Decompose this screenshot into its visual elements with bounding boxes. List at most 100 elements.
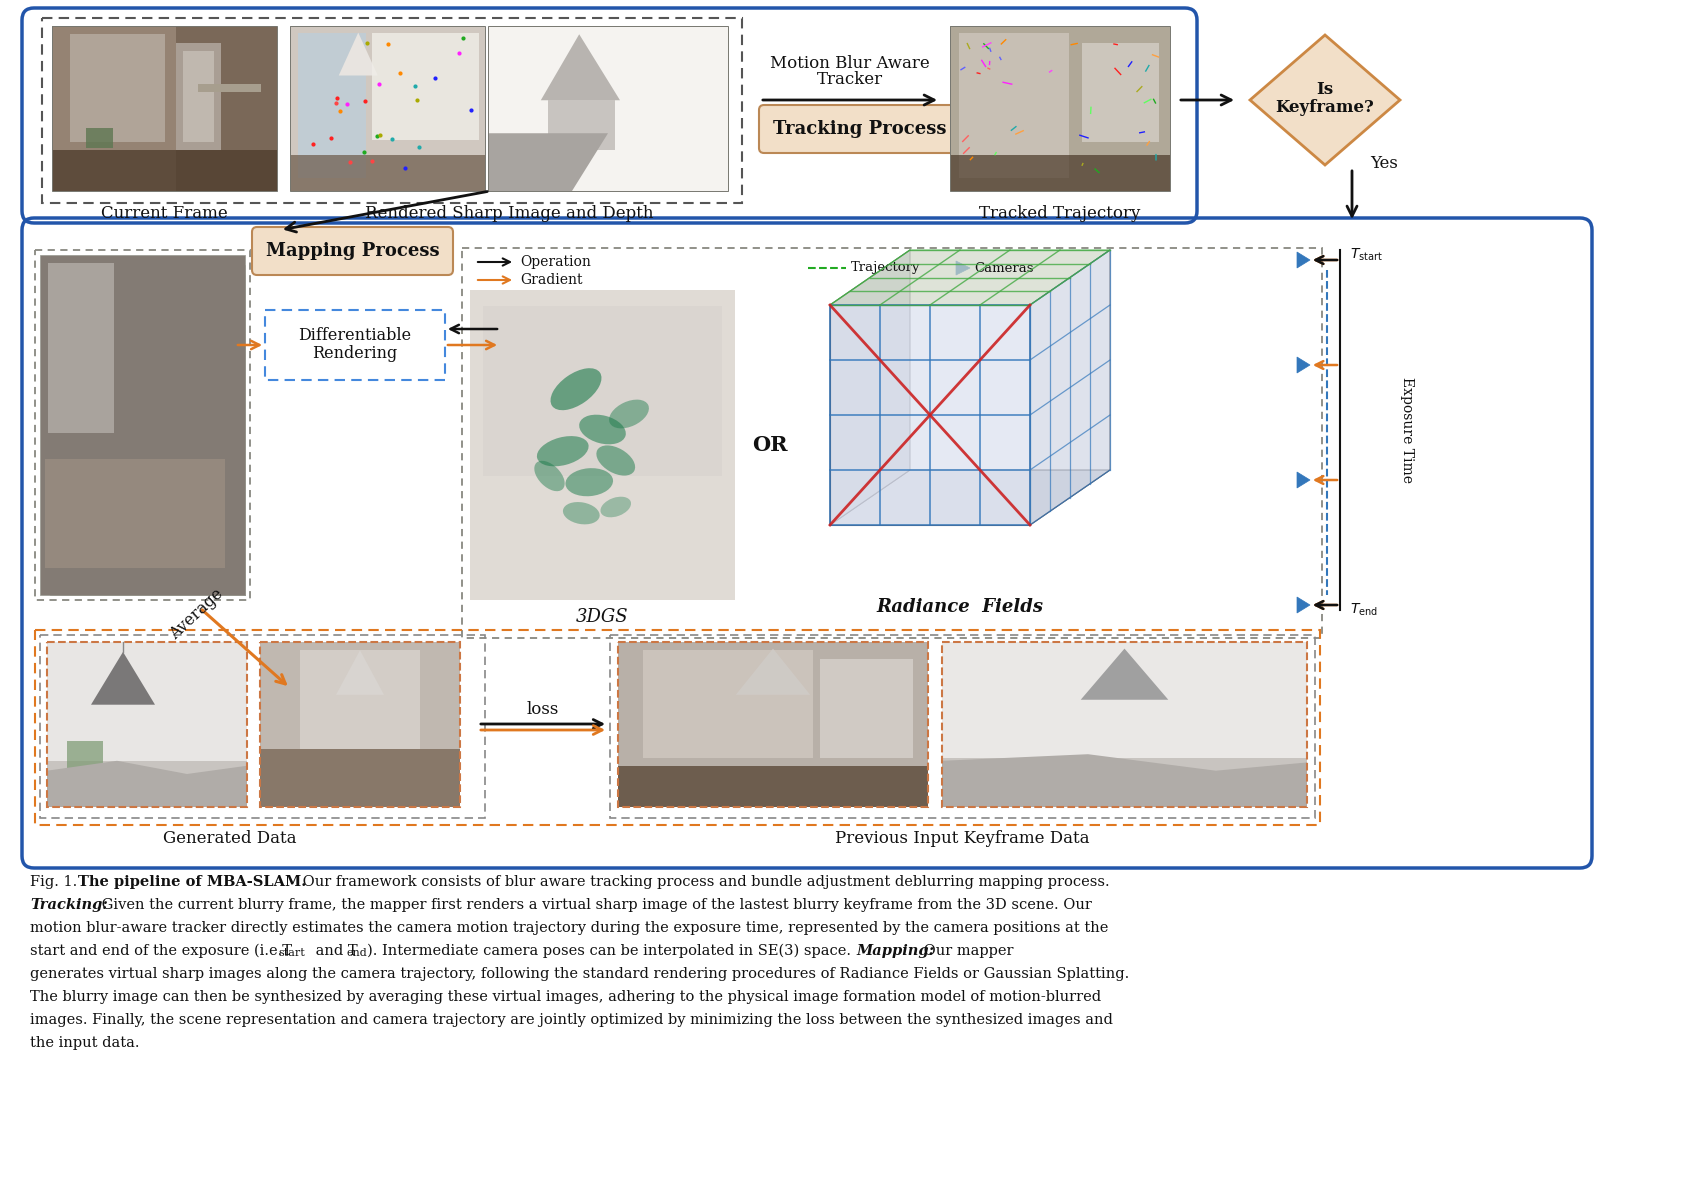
- Polygon shape: [1298, 358, 1310, 373]
- Bar: [52, 26, 277, 191]
- Bar: [36, 630, 1320, 824]
- Text: Rendering: Rendering: [313, 346, 398, 362]
- Text: Yes: Yes: [1371, 154, 1398, 172]
- Polygon shape: [942, 754, 1306, 807]
- Bar: [183, 51, 213, 141]
- Bar: [470, 290, 734, 600]
- Text: Tracking Process: Tracking Process: [773, 120, 946, 138]
- Polygon shape: [831, 470, 1110, 525]
- Text: Average: Average: [168, 586, 227, 643]
- Polygon shape: [1298, 598, 1310, 613]
- Bar: [52, 150, 277, 191]
- Bar: [198, 83, 261, 91]
- Polygon shape: [1250, 34, 1399, 165]
- Polygon shape: [338, 32, 377, 76]
- Bar: [86, 128, 113, 148]
- Ellipse shape: [550, 368, 601, 410]
- Bar: [59, 274, 245, 595]
- Bar: [78, 293, 134, 448]
- Text: Tracking:: Tracking:: [30, 898, 108, 912]
- Bar: [36, 249, 250, 600]
- Ellipse shape: [535, 461, 565, 491]
- Text: Tracker: Tracker: [817, 71, 883, 88]
- Polygon shape: [541, 34, 619, 100]
- Bar: [42, 18, 743, 203]
- Ellipse shape: [563, 503, 599, 524]
- Text: and T: and T: [311, 944, 357, 958]
- Text: $T_\mathrm{end}$: $T_\mathrm{end}$: [1350, 602, 1377, 618]
- Bar: [58, 273, 120, 438]
- Text: $T_\mathrm{start}$: $T_\mathrm{start}$: [1350, 247, 1382, 264]
- Polygon shape: [736, 649, 810, 695]
- Text: the input data.: the input data.: [30, 1036, 139, 1050]
- Text: Generated Data: Generated Data: [162, 830, 296, 847]
- Bar: [52, 26, 277, 191]
- Bar: [372, 32, 479, 140]
- Polygon shape: [337, 650, 384, 695]
- Text: OR: OR: [753, 435, 788, 455]
- Text: 3DGS: 3DGS: [577, 608, 629, 626]
- Bar: [47, 642, 247, 807]
- Bar: [949, 26, 1169, 191]
- Ellipse shape: [596, 446, 634, 475]
- Text: images. Finally, the scene representation and camera trajectory are jointly opti: images. Finally, the scene representatio…: [30, 1013, 1113, 1026]
- Polygon shape: [91, 652, 156, 704]
- Text: Previous Input Keyframe Data: Previous Input Keyframe Data: [836, 830, 1090, 847]
- Bar: [176, 43, 220, 150]
- Text: Current Frame: Current Frame: [102, 206, 228, 222]
- Text: loss: loss: [526, 701, 558, 718]
- Text: Gradient: Gradient: [519, 273, 582, 287]
- Bar: [959, 32, 1069, 178]
- Text: generates virtual sharp images along the camera trajectory, following the standa: generates virtual sharp images along the…: [30, 967, 1129, 981]
- Bar: [942, 642, 1306, 807]
- Polygon shape: [1081, 649, 1167, 700]
- Text: Our mapper: Our mapper: [919, 944, 1014, 958]
- Text: Is: Is: [1316, 82, 1333, 99]
- Text: Differentiable: Differentiable: [298, 328, 411, 345]
- Text: end: end: [345, 948, 367, 958]
- Ellipse shape: [536, 436, 589, 467]
- Text: Motion Blur Aware: Motion Blur Aware: [770, 55, 931, 72]
- Bar: [819, 658, 912, 758]
- Bar: [949, 154, 1169, 191]
- Ellipse shape: [565, 468, 613, 497]
- Polygon shape: [47, 760, 247, 807]
- Bar: [299, 650, 420, 750]
- Polygon shape: [831, 249, 910, 525]
- Text: Fig. 1.: Fig. 1.: [30, 876, 81, 889]
- Bar: [68, 741, 103, 777]
- Text: The pipeline of MBA-SLAM.: The pipeline of MBA-SLAM.: [78, 876, 306, 889]
- Text: Mapping Process: Mapping Process: [266, 242, 440, 260]
- Polygon shape: [1298, 252, 1310, 268]
- Bar: [64, 467, 228, 569]
- Polygon shape: [831, 305, 1030, 525]
- Polygon shape: [956, 261, 970, 274]
- Bar: [618, 642, 927, 807]
- Bar: [47, 760, 247, 807]
- Ellipse shape: [579, 415, 626, 444]
- Bar: [484, 305, 722, 476]
- Bar: [261, 750, 460, 807]
- Bar: [548, 100, 616, 150]
- Bar: [487, 26, 728, 191]
- Text: Exposure Time: Exposure Time: [1399, 377, 1415, 484]
- Text: Trajectory: Trajectory: [851, 261, 920, 274]
- Bar: [462, 248, 1321, 638]
- FancyBboxPatch shape: [266, 310, 445, 380]
- Text: Rendered Sharp Image and Depth: Rendered Sharp Image and Depth: [365, 206, 653, 222]
- FancyBboxPatch shape: [252, 227, 453, 274]
- Bar: [289, 26, 486, 191]
- Bar: [611, 636, 1315, 819]
- Text: Radiance  Fields: Radiance Fields: [876, 598, 1044, 617]
- Text: Operation: Operation: [519, 255, 591, 268]
- Bar: [487, 26, 728, 191]
- Bar: [41, 255, 245, 595]
- Bar: [52, 26, 277, 191]
- Bar: [618, 766, 927, 807]
- Polygon shape: [831, 249, 1110, 305]
- Bar: [289, 26, 486, 191]
- Ellipse shape: [601, 497, 631, 517]
- Text: Keyframe?: Keyframe?: [1276, 100, 1374, 116]
- Polygon shape: [487, 133, 607, 191]
- Text: motion blur-aware tracker directly estimates the camera motion trajectory during: motion blur-aware tracker directly estim…: [30, 921, 1108, 935]
